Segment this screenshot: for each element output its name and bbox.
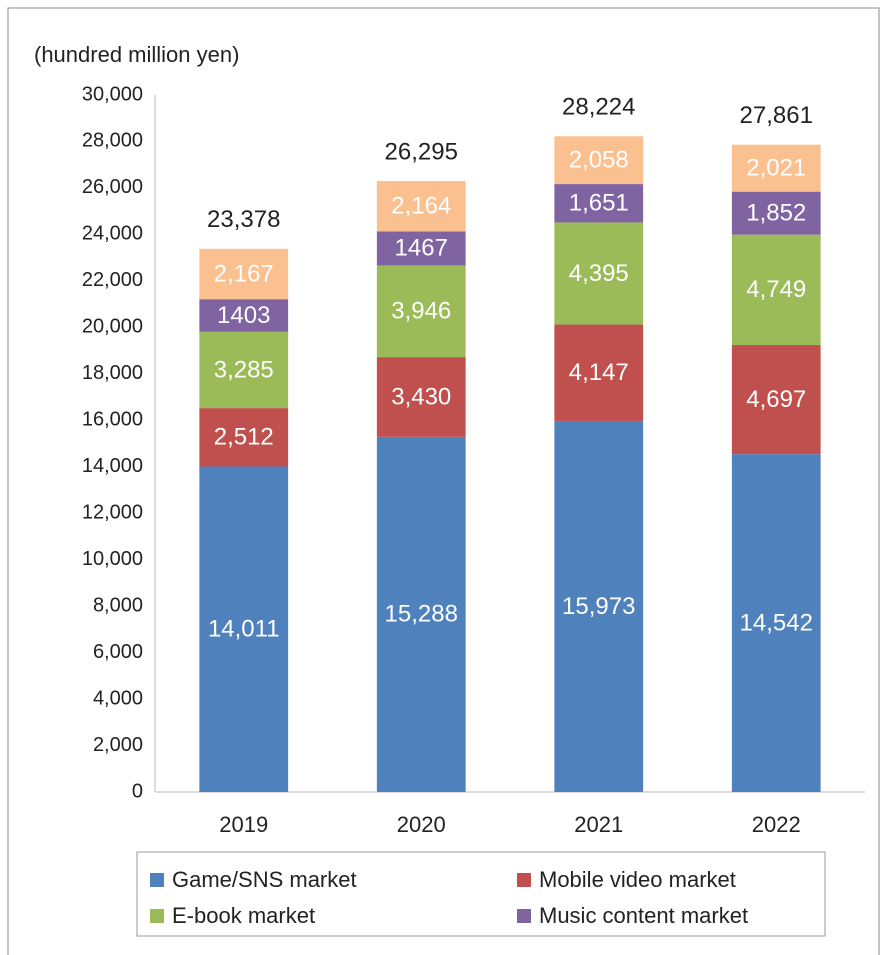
bar-segment: [376, 265, 466, 358]
x-tick-label: 2019: [219, 812, 268, 837]
data-label: 1,651: [569, 190, 629, 217]
y-tick-label: 20,000: [82, 316, 143, 338]
bar-segment: [199, 331, 289, 409]
legend-label: E-book market: [172, 903, 315, 928]
y-tick-label: 14,000: [82, 455, 143, 477]
bar-segment: [731, 234, 821, 346]
x-tick-label: 2021: [574, 812, 623, 837]
data-label: 15,973: [562, 593, 635, 620]
data-label: 4,697: [746, 386, 806, 413]
y-tick-label: 26,000: [82, 176, 143, 198]
bar-segment: [199, 248, 289, 300]
y-axis-label-box: (hundred million yen): [34, 42, 240, 67]
y-tick-label: 0: [132, 780, 143, 802]
x-tick-label: 2020: [397, 812, 446, 837]
data-label: 2,021: [746, 155, 806, 182]
y-tick-label: 6,000: [93, 641, 143, 663]
data-label: 1467: [395, 235, 448, 262]
data-label: 2,058: [569, 147, 629, 174]
legend-swatch: [517, 909, 531, 923]
data-label: 14,542: [740, 609, 813, 636]
y-tick-label: 24,000: [82, 223, 143, 245]
bar-segment: [554, 184, 644, 223]
y-tick-label: 28,000: [82, 130, 143, 152]
bar-segment: [376, 436, 466, 792]
y-tick-label: 4,000: [93, 687, 143, 709]
legend-swatch: [517, 873, 531, 887]
y-tick-label: 30,000: [82, 83, 143, 105]
bar-segment: [376, 181, 466, 232]
data-label: 4,147: [569, 359, 629, 386]
data-label: 14,011: [208, 616, 280, 643]
bar-segment: [731, 191, 821, 235]
legend-label: Game/SNS market: [172, 867, 357, 892]
bar-segment: [376, 357, 466, 437]
bar-segment: [554, 222, 644, 325]
legend-box: [136, 851, 826, 937]
data-label: 2,164: [391, 193, 451, 220]
data-label: 3,430: [391, 383, 451, 410]
data-label: 3,285: [214, 356, 274, 383]
bar-segment: [731, 454, 821, 792]
y-tick-label: 22,000: [82, 269, 143, 291]
total-label: 26,295: [385, 138, 458, 165]
legend-swatch: [150, 909, 164, 923]
data-label: 2,167: [214, 260, 274, 287]
total-label: 27,861: [740, 102, 813, 129]
bar-segment: [731, 144, 821, 192]
y-tick-label: 8,000: [93, 594, 143, 616]
y-tick-label: 16,000: [82, 409, 143, 431]
data-label: 15,288: [385, 601, 458, 628]
data-label: 1,852: [746, 200, 806, 227]
y-tick-label: 18,000: [82, 362, 143, 384]
bar-segment: [731, 345, 821, 455]
bar-segment: [199, 466, 289, 792]
data-label: 1403: [217, 302, 270, 329]
x-tick-label: 2022: [752, 812, 801, 837]
data-label: 3,946: [391, 298, 451, 325]
total-label: 23,378: [207, 206, 280, 233]
legend-label: Mobile video market: [539, 867, 736, 892]
y-tick-label: 2,000: [93, 734, 143, 756]
bar-segment: [376, 231, 466, 266]
total-label: 28,224: [562, 94, 635, 121]
bar-segment: [554, 420, 644, 792]
legend-label: Music content market: [539, 903, 748, 928]
data-label: 4,749: [746, 276, 806, 303]
bar-segment: [199, 299, 289, 332]
chart-border: [7, 7, 880, 955]
legend-swatch: [150, 873, 164, 887]
bar-segment: [199, 408, 289, 467]
data-label: 2,512: [214, 424, 274, 451]
bar-segment: [554, 324, 644, 421]
bar-segment: [554, 136, 644, 185]
data-label: 4,395: [569, 260, 629, 287]
y-axis-label: (hundred million yen): [34, 42, 240, 67]
y-tick-label: 10,000: [82, 548, 143, 570]
y-tick-label: 12,000: [82, 501, 143, 523]
